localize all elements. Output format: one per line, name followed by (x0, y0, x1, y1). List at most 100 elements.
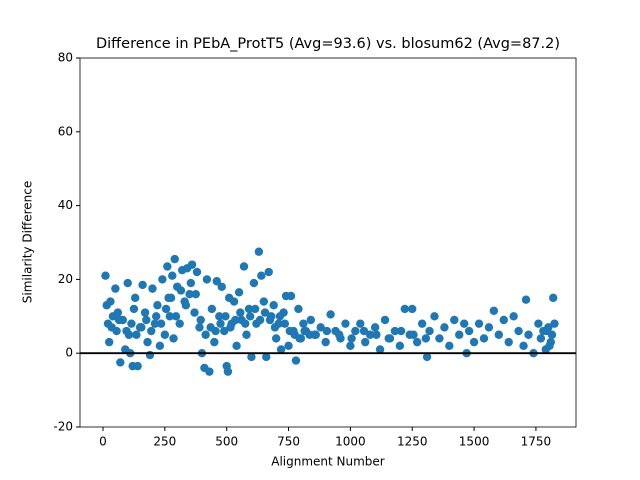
point (306, 315, 316, 325)
point (341, 319, 350, 328)
x-tick-label: 1500 (459, 435, 490, 449)
point (542, 326, 552, 336)
point (168, 271, 177, 280)
point (262, 352, 271, 362)
point (346, 341, 355, 351)
point (422, 352, 432, 362)
point (295, 334, 304, 343)
point (142, 315, 151, 325)
x-tick-label: 750 (277, 435, 300, 449)
point (265, 315, 275, 325)
point (321, 337, 330, 347)
point (380, 315, 390, 325)
point (216, 319, 225, 328)
point (122, 326, 131, 336)
y-tick-label: 0 (65, 346, 73, 360)
point (153, 301, 162, 310)
point (114, 315, 124, 325)
point (259, 297, 269, 306)
point (226, 323, 235, 332)
point (148, 284, 157, 293)
point (111, 284, 120, 293)
point (299, 319, 308, 328)
point (181, 301, 191, 310)
point (151, 312, 161, 321)
point (372, 330, 381, 339)
point (130, 293, 140, 303)
point (185, 289, 194, 299)
point (250, 304, 260, 314)
point (356, 319, 365, 328)
point (421, 334, 431, 343)
point (464, 326, 474, 336)
point (326, 310, 335, 319)
point (101, 271, 110, 280)
point (205, 367, 214, 376)
point (249, 278, 259, 288)
point (469, 337, 479, 347)
point (534, 319, 543, 328)
point (396, 326, 406, 336)
point (236, 308, 245, 317)
point (269, 301, 278, 310)
point (187, 260, 197, 269)
point (479, 334, 489, 343)
point (390, 326, 400, 336)
point (519, 341, 528, 351)
point (166, 293, 176, 303)
point (220, 326, 229, 336)
point (375, 345, 385, 354)
point (211, 326, 220, 336)
point (169, 334, 178, 343)
x-tick-label: 500 (215, 435, 238, 449)
point (550, 319, 559, 328)
point (170, 254, 179, 264)
y-tick-label: 60 (58, 124, 73, 138)
point (524, 330, 533, 339)
point (192, 267, 202, 277)
point (245, 312, 255, 321)
point (234, 288, 244, 297)
point (137, 323, 146, 332)
point (150, 319, 160, 328)
point (254, 247, 264, 256)
point (165, 312, 174, 321)
point (504, 337, 513, 347)
point (536, 334, 546, 343)
point (210, 337, 219, 347)
point (221, 312, 230, 321)
point (365, 330, 375, 339)
point (217, 282, 226, 291)
point (255, 315, 265, 325)
point (175, 319, 184, 328)
point (347, 334, 356, 343)
point (335, 330, 344, 339)
point (171, 312, 181, 321)
point (143, 337, 152, 347)
point (361, 337, 370, 347)
point (509, 312, 518, 321)
point (127, 319, 136, 328)
point (104, 337, 114, 347)
point (257, 271, 266, 280)
y-tick-label: 40 (58, 198, 73, 212)
point (260, 308, 270, 317)
y-tick-label: 20 (58, 272, 73, 286)
point (430, 312, 439, 321)
point (133, 361, 142, 371)
point (395, 341, 405, 351)
chart-title: Difference in PEbA_ProtT5 (Avg=93.6) vs.… (96, 36, 560, 52)
point (494, 330, 504, 339)
point (244, 304, 254, 314)
point (215, 312, 224, 321)
point (351, 326, 360, 336)
point (138, 280, 147, 290)
point (286, 291, 296, 301)
point (425, 326, 434, 336)
point (359, 326, 369, 336)
point (207, 304, 217, 314)
point (440, 323, 449, 332)
point (291, 356, 301, 365)
point (158, 275, 167, 284)
